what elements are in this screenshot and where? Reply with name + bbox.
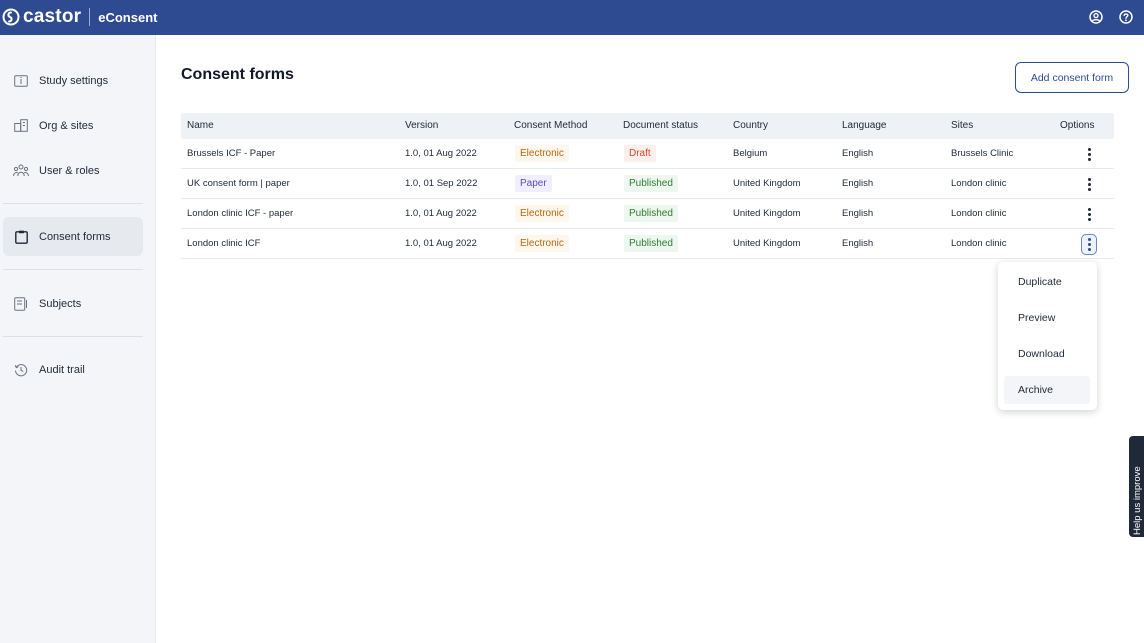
cell-language: English <box>842 148 874 159</box>
consent-method-badge: Paper <box>515 175 552 192</box>
page-title: Consent forms <box>181 66 294 83</box>
info-icon <box>13 73 29 89</box>
sidebar-item-label: Study settings <box>39 74 109 87</box>
sidebar-item-audit-trail[interactable]: Audit trail <box>3 350 143 389</box>
cell-sites: Brussels Clinic <box>951 148 1014 159</box>
subjects-icon <box>13 296 29 312</box>
castor-logo[interactable]: castor eConsent <box>0 5 157 29</box>
column-header-options: Options <box>1060 120 1095 131</box>
brand-divider <box>89 8 91 26</box>
cell-name: London clinic ICF <box>187 238 261 249</box>
feedback-tab-label: Help us improve <box>1132 466 1143 535</box>
sidebar-item-study-settings[interactable]: Study settings <box>3 61 143 100</box>
cell-version: 1.0, 01 Aug 2022 <box>405 238 477 249</box>
sidebar-divider <box>3 269 143 270</box>
cell-sites: London clinic <box>951 178 1007 189</box>
cell-country: United Kingdom <box>733 208 801 219</box>
clipboard-icon <box>13 229 29 245</box>
status-badge: Draft <box>624 145 656 162</box>
sidebar-item-label: Consent forms <box>39 230 111 243</box>
cell-language: English <box>842 178 874 189</box>
cell-language: English <box>842 238 874 249</box>
status-badge: Published <box>624 175 678 192</box>
feedback-tab[interactable]: Help us improve <box>1129 436 1144 537</box>
cell-sites: London clinic <box>951 208 1007 219</box>
menu-item-archive[interactable]: Archive <box>1004 376 1090 404</box>
table-row[interactable]: UK consent form | paper 1.0, 01 Sep 2022… <box>181 169 1114 199</box>
help-icon[interactable] <box>1117 8 1135 26</box>
table-row[interactable]: Brussels ICF - Paper 1.0, 01 Aug 2022 El… <box>181 139 1114 169</box>
cell-name: Brussels ICF - Paper <box>187 148 276 159</box>
options-menu-button[interactable] <box>1081 234 1097 255</box>
sidebar-item-label: Subjects <box>39 297 82 310</box>
sidebar-item-label: Org & sites <box>39 119 94 132</box>
cell-country: United Kingdom <box>733 178 801 189</box>
history-icon <box>13 362 29 378</box>
brand-name: castor <box>23 6 82 27</box>
sidebar-item-org-sites[interactable]: Org & sites <box>3 106 143 145</box>
consent-method-badge: Electronic <box>515 145 569 162</box>
column-header-consent-method[interactable]: Consent Method <box>514 120 588 131</box>
top-bar: castor eConsent <box>0 0 1144 35</box>
sidebar-item-subjects[interactable]: Subjects <box>3 284 143 323</box>
sidebar-item-label: Audit trail <box>39 363 85 376</box>
options-menu-button[interactable] <box>1081 205 1097 223</box>
castor-logo-icon <box>0 6 22 28</box>
menu-item-download[interactable]: Download <box>1018 348 1065 360</box>
menu-item-preview[interactable]: Preview <box>1018 312 1056 324</box>
table-row[interactable]: London clinic ICF - paper 1.0, 01 Aug 20… <box>181 199 1114 229</box>
sidebar-item-consent-forms[interactable]: Consent forms <box>3 217 143 256</box>
sidebar-divider <box>3 336 143 337</box>
building-icon <box>13 118 29 134</box>
column-header-document-status[interactable]: Document status <box>623 120 699 131</box>
menu-item-duplicate[interactable]: Duplicate <box>1018 276 1062 288</box>
sidebar-divider <box>3 203 143 204</box>
status-badge: Published <box>624 205 678 222</box>
account-icon[interactable] <box>1087 8 1105 26</box>
column-header-country[interactable]: Country <box>733 120 769 131</box>
users-icon <box>13 163 29 179</box>
cell-name: London clinic ICF - paper <box>187 208 294 219</box>
column-header-name[interactable]: Name <box>187 120 214 131</box>
cell-country: United Kingdom <box>733 238 801 249</box>
cell-version: 1.0, 01 Aug 2022 <box>405 208 477 219</box>
sidebar-item-user-roles[interactable]: User & roles <box>3 151 143 190</box>
cell-version: 1.0, 01 Sep 2022 <box>405 178 478 189</box>
table-header: Name Version Consent Method Document sta… <box>181 113 1114 139</box>
cell-language: English <box>842 208 874 219</box>
sidebar-item-label: User & roles <box>39 164 100 177</box>
status-badge: Published <box>624 235 678 252</box>
column-header-sites[interactable]: Sites <box>951 120 974 131</box>
column-header-language[interactable]: Language <box>842 120 887 131</box>
table-row[interactable]: London clinic ICF 1.0, 01 Aug 2022 Elect… <box>181 229 1114 259</box>
consent-method-badge: Electronic <box>515 205 569 222</box>
consent-forms-table: Name Version Consent Method Document sta… <box>181 113 1114 259</box>
consent-method-badge: Electronic <box>515 235 569 252</box>
cell-version: 1.0, 01 Aug 2022 <box>405 148 477 159</box>
cell-country: Belgium <box>733 148 768 159</box>
cell-name: UK consent form | paper <box>187 178 290 189</box>
cell-sites: London clinic <box>951 238 1007 249</box>
options-menu-button[interactable] <box>1081 175 1097 193</box>
options-dropdown: Duplicate Preview Download Archive <box>998 262 1097 410</box>
add-consent-form-button[interactable]: Add consent form <box>1015 62 1129 93</box>
column-header-version[interactable]: Version <box>405 120 439 131</box>
sidebar: Study settings Org & sites User & roles … <box>0 35 156 643</box>
options-menu-button[interactable] <box>1081 145 1097 163</box>
product-name: eConsent <box>98 9 158 25</box>
